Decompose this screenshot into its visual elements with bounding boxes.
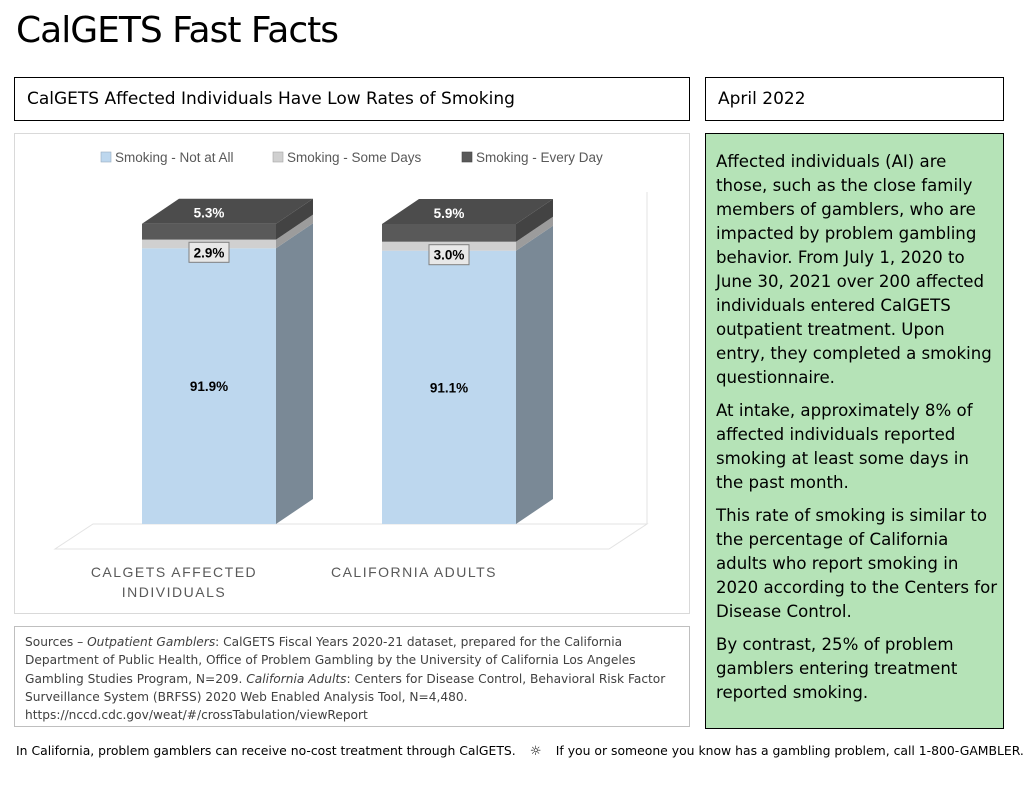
data-label: 2.9% — [194, 245, 225, 260]
info-paragraph-1: Affected individuals (AI) are those, suc… — [716, 152, 992, 387]
date-box: April 2022 — [705, 77, 1004, 121]
category-label: CALIFORNIA ADULTS — [331, 564, 497, 580]
legend-swatch — [100, 151, 112, 163]
bar-top-face — [382, 199, 553, 224]
legend-label: Smoking - Every Day — [476, 150, 603, 165]
bar-segment-side — [516, 199, 553, 242]
sources-ca-label: California Adults — [246, 671, 347, 686]
category-label: INDIVIDUALS — [122, 584, 226, 600]
data-label: 5.3% — [194, 206, 225, 221]
sources-og-text: : CalGETS Fiscal Years 2020-21 dataset, … — [25, 635, 636, 686]
sources-box: Sources – Outpatient Gamblers: CalGETS F… — [14, 626, 690, 727]
headline-text: CalGETS Affected Individuals Have Low Ra… — [27, 89, 515, 109]
sources-url: https://nccd.cdc.gov/weat/#/crossTabulat… — [25, 708, 368, 723]
info-paragraph-2: At intake, approximately 8% of affected … — [716, 401, 973, 492]
info-text: Affected individuals (AI) are those, suc… — [716, 150, 998, 714]
bar-segment-front — [382, 224, 516, 242]
legend-swatch — [272, 151, 284, 163]
chart-panel: Smoking - Not at All Smoking - Some Days S… — [14, 133, 690, 614]
page-title: CalGETS Fast Facts — [16, 10, 339, 51]
legend-swatch — [461, 151, 473, 163]
data-label-box — [188, 241, 230, 263]
legend-label: Smoking - Not at All — [115, 150, 234, 165]
category-label: CALGETS AFFECTED — [91, 564, 257, 580]
headline-box: CalGETS Affected Individuals Have Low Ra… — [14, 77, 690, 121]
chart-floor — [53, 523, 649, 550]
footer-left-text: In California, problem gamblers can rece… — [16, 743, 516, 758]
sources-prefix: Sources – — [25, 635, 88, 649]
footer-right-text: If you or someone you know has a gamblin… — [555, 743, 1024, 758]
data-label: 91.9% — [190, 379, 228, 394]
info-paragraph-4: By contrast, 25% of problem gamblers ent… — [716, 635, 958, 702]
bar-segment-side — [276, 198, 313, 240]
footer-line: In California, problem gamblers can rece… — [16, 742, 1024, 761]
data-label: 91.1% — [430, 380, 468, 395]
date-text: April 2022 — [718, 89, 806, 109]
info-box: Affected individuals (AI) are those, suc… — [705, 133, 1004, 729]
sources-ca-text: : Centers for Disease Control, Behaviora… — [25, 671, 666, 704]
bar-segment-side — [276, 214, 313, 249]
bar-segment-front — [142, 248, 276, 525]
bar-segment-side — [516, 225, 553, 524]
data-label: 3.0% — [434, 248, 465, 263]
legend-label: Smoking - Some Days — [287, 150, 422, 165]
info-paragraph-3: This rate of smoking is similar to the p… — [716, 506, 998, 621]
bar-segment-side — [276, 223, 313, 525]
data-label: 5.9% — [434, 206, 465, 221]
sources-og-label: Outpatient Gamblers — [87, 635, 216, 649]
data-label-box — [428, 244, 470, 266]
sources-text: Sources – Outpatient Gamblers: CalGETS F… — [25, 633, 675, 724]
stacked-bar-chart: Smoking - Not at All Smoking - Some Days S… — [53, 150, 649, 600]
bar-segment-front — [142, 223, 276, 240]
bar-segment-front — [382, 250, 516, 524]
sun-icon: ☼ — [529, 744, 542, 759]
bar-segment-side — [516, 216, 553, 251]
bar-top-face — [142, 198, 313, 224]
